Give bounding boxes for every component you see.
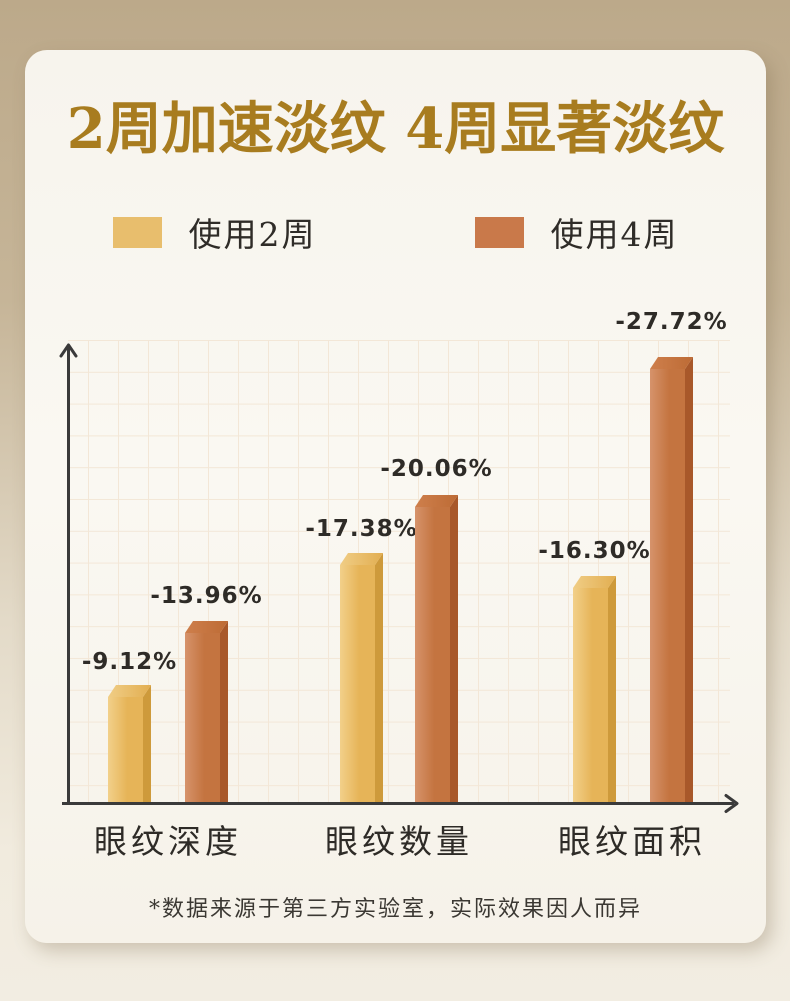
bar-value-label: -16.30% xyxy=(538,538,651,564)
bar-series1-cat3 xyxy=(573,576,616,803)
legend-item-2week: 使用2周 xyxy=(112,208,317,256)
bar-series1-cat2 xyxy=(340,553,383,803)
main-panel: 2周加速淡纹 4周显著淡纹 使用2周 使用4周 -9.12% -17.38% -16… xyxy=(25,50,766,943)
bar-top-face xyxy=(108,685,151,697)
bar-front-face xyxy=(650,369,685,803)
bar-series2-cat3 xyxy=(650,357,693,803)
legend-item-4week: 使用4周 xyxy=(474,208,679,256)
bar-value-label: -20.06% xyxy=(380,456,493,482)
bar-front-face xyxy=(415,507,450,803)
bar-front-face xyxy=(185,633,220,803)
bar-chart: -9.12% -17.38% -16.30% -13.96% -20.06% -27.72… xyxy=(25,50,766,943)
bar-series2-cat2 xyxy=(415,495,458,803)
disclaimer-note: *数据来源于第三方实验室，实际效果因人而异 xyxy=(148,897,642,922)
bar-top-face xyxy=(573,576,616,588)
legend-label-2week: 使用2周 xyxy=(188,215,317,254)
bar-side-face xyxy=(375,553,383,803)
bar-series2-cat1 xyxy=(185,621,228,803)
bar-top-face xyxy=(340,553,383,565)
bar-side-face xyxy=(143,685,151,803)
bar-value-label: -17.38% xyxy=(305,516,418,542)
bar-top-face xyxy=(650,357,693,369)
legend-swatch-2week-icon xyxy=(112,216,162,248)
category-label-3: 眼纹面积 xyxy=(558,822,706,861)
bar-value-label: -9.12% xyxy=(81,649,178,675)
category-label-2: 眼纹数量 xyxy=(325,822,473,861)
category-label-1: 眼纹深度 xyxy=(94,822,242,861)
bar-top-face xyxy=(415,495,458,507)
plot-area: -9.12% -17.38% -16.30% -13.96% -20.06% -27.72… xyxy=(68,309,730,803)
bar-side-face xyxy=(220,621,228,803)
bar-value-label: -27.72% xyxy=(615,309,728,335)
bar-front-face xyxy=(573,588,608,803)
bar-value-label: -13.96% xyxy=(150,583,263,609)
bar-top-face xyxy=(185,621,228,633)
bar-front-face xyxy=(340,565,375,803)
page-title: 2周加速淡纹 4周显著淡纹 xyxy=(66,96,725,162)
bar-series1-cat1 xyxy=(108,685,151,803)
bar-side-face xyxy=(608,576,616,803)
legend-label-4week: 使用4周 xyxy=(550,215,679,254)
bar-front-face xyxy=(108,697,143,803)
chart-legend: 使用2周 使用4周 xyxy=(25,208,766,256)
legend-swatch-4week-icon xyxy=(474,216,524,248)
bar-side-face xyxy=(450,495,458,803)
bar-side-face xyxy=(685,357,693,803)
